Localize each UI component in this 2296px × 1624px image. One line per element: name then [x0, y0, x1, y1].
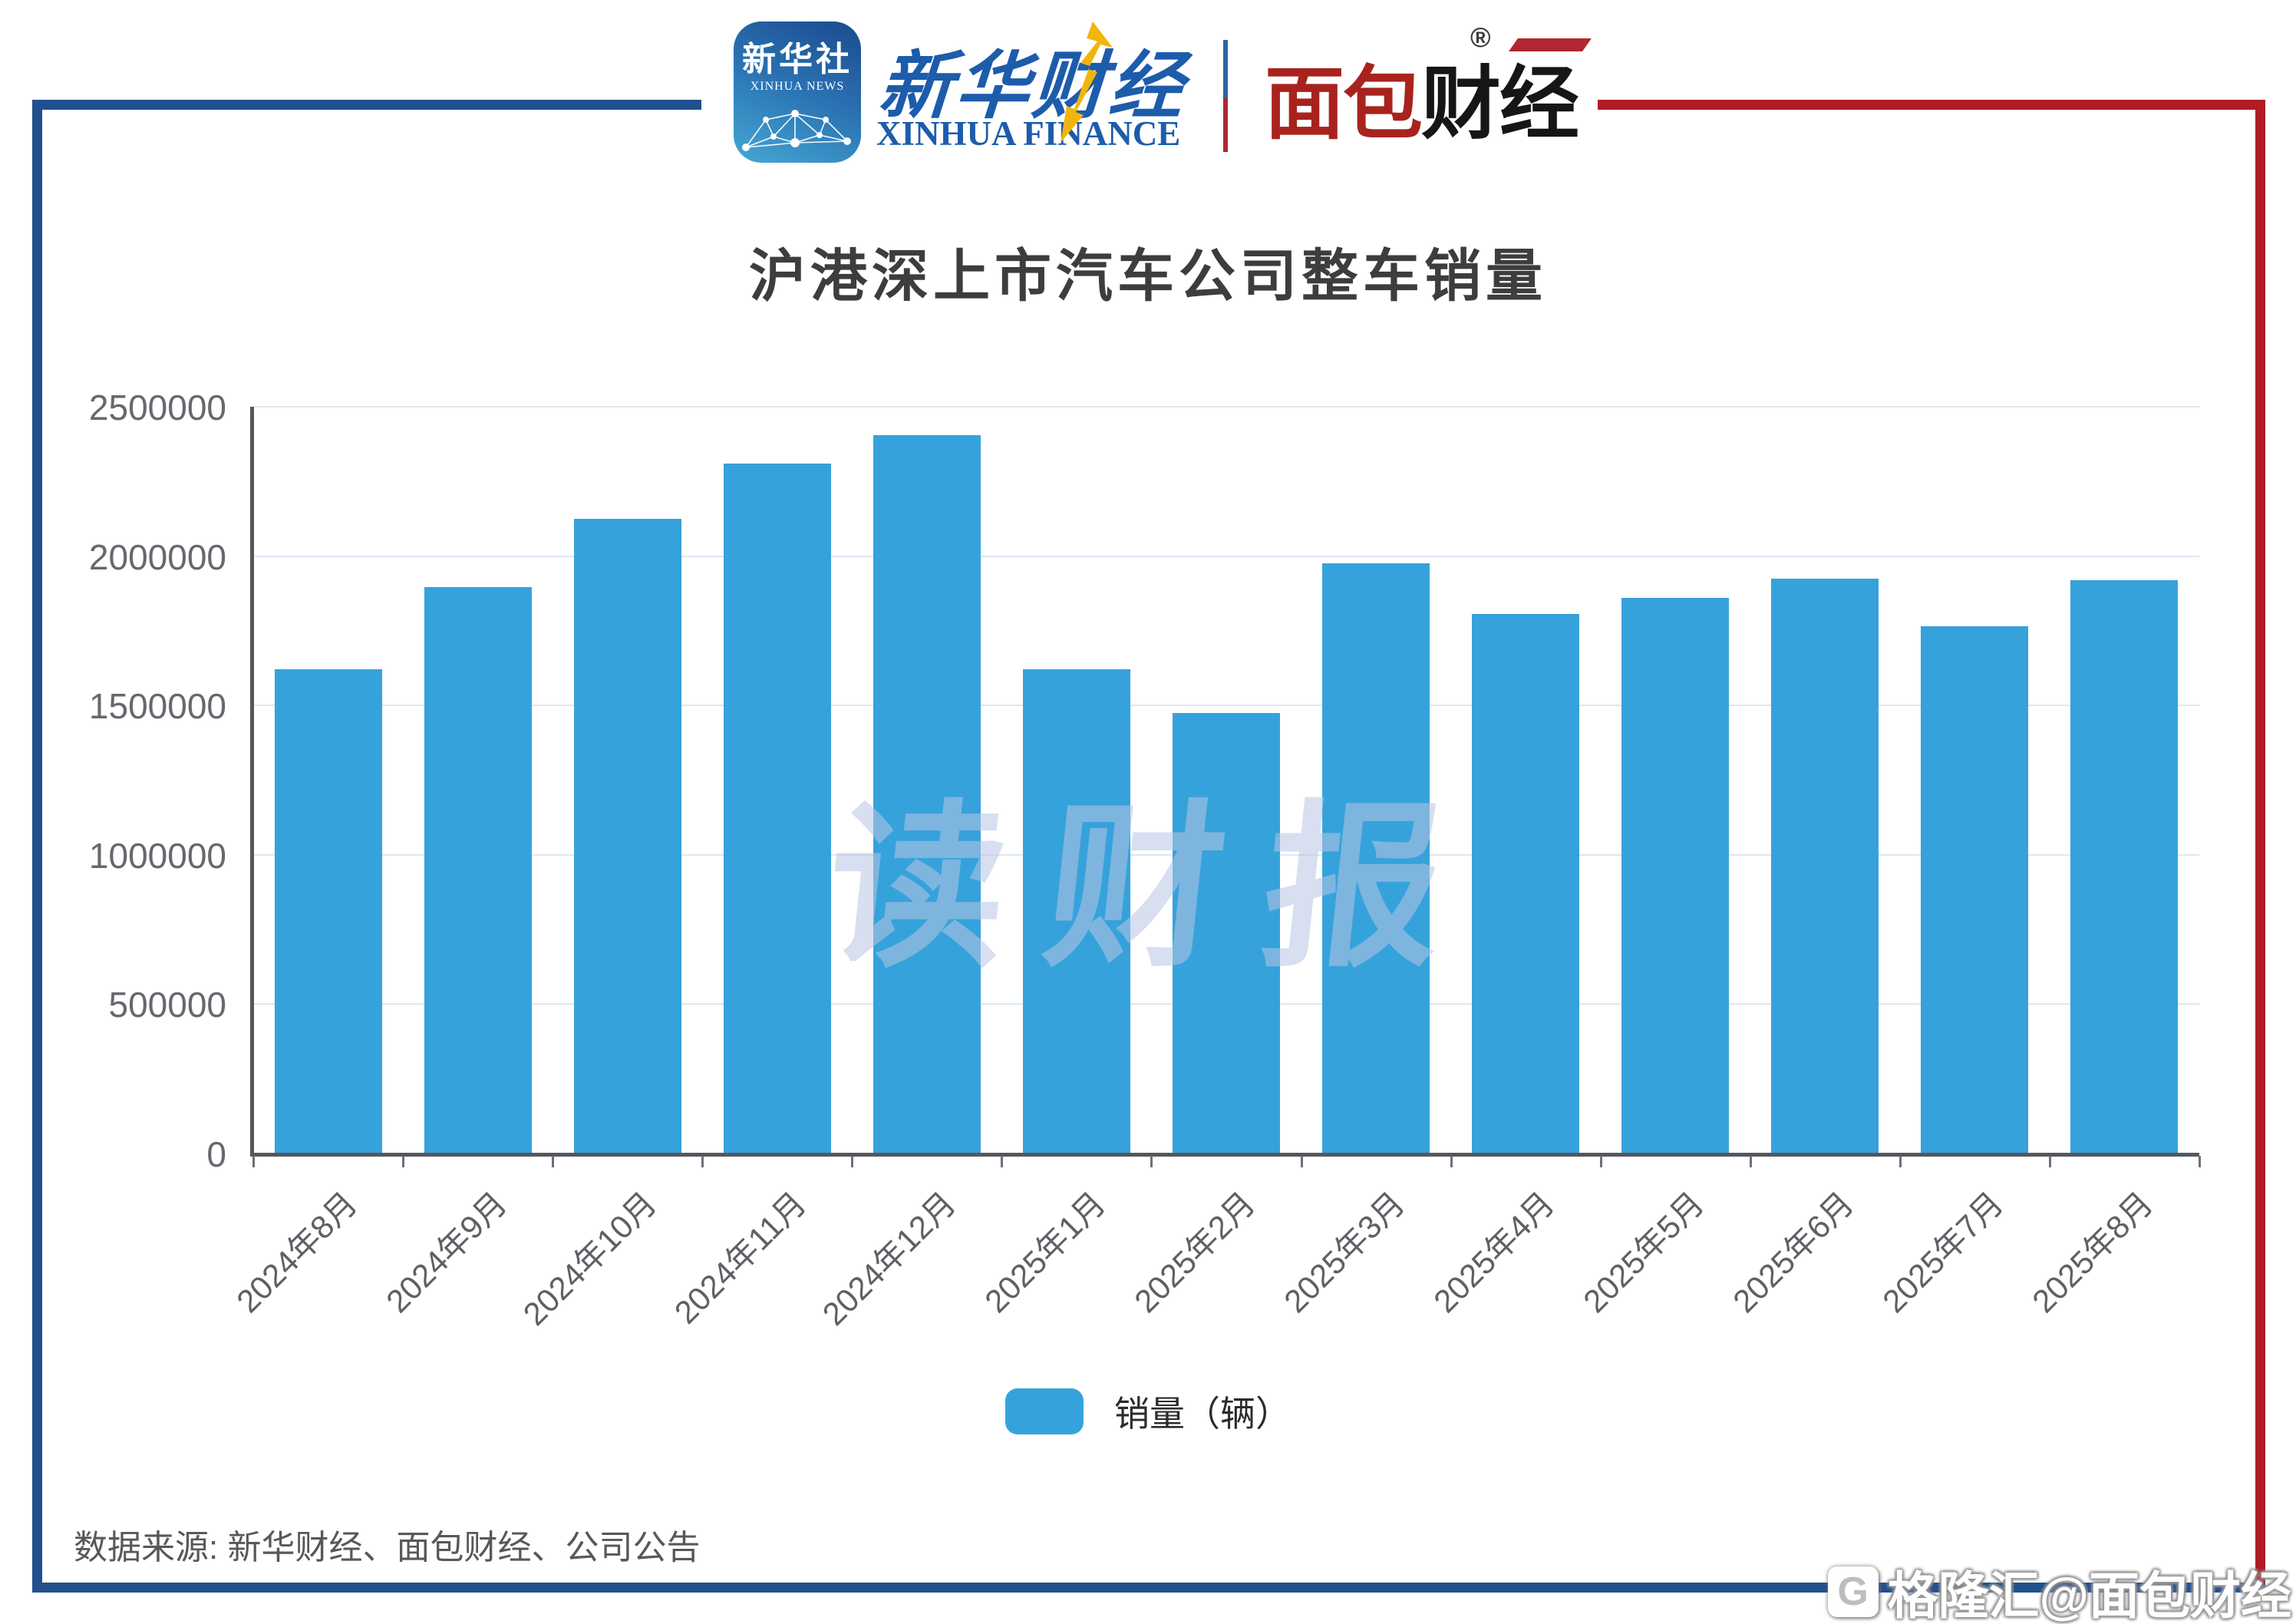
bar-2025年3月 [1322, 563, 1430, 1154]
registered-trademark-icon: ® [1470, 21, 1491, 53]
x-axis-tick [1749, 1156, 1752, 1167]
data-source-note: 数据来源: 新华财经、面包财经、公司公告 [74, 1529, 701, 1566]
legend-color-swatch [1005, 1388, 1084, 1434]
frame-right-line [2255, 100, 2265, 1587]
xinhua-news-app-icon: 新华社 XINHUA NEWS [734, 21, 861, 163]
y-axis-label: 1500000 [88, 686, 226, 727]
bar-2025年1月 [1022, 669, 1130, 1154]
bar-2025年4月 [1472, 614, 1580, 1154]
y-axis-line [250, 407, 254, 1154]
x-axis-tick [252, 1156, 255, 1167]
bar-2025年5月 [1621, 598, 1730, 1154]
bar-2024年11月 [723, 463, 831, 1154]
x-axis-tick [2048, 1156, 2051, 1167]
mianbao-logo-red-part: 面包 [1265, 60, 1423, 149]
gold-arrow-bolt-icon [1061, 21, 1113, 143]
gridline-2000000 [253, 555, 2199, 557]
y-axis-label: 500000 [108, 985, 227, 1025]
mianbao-logo-black-part: 财经 [1421, 60, 1579, 149]
bar-2025年6月 [1771, 578, 1879, 1154]
logo-divider-line [1223, 40, 1228, 152]
x-axis-tick [1599, 1156, 1602, 1167]
y-axis-label: 0 [206, 1134, 226, 1174]
bar-2025年8月 [2070, 579, 2179, 1154]
chart-title: 沪港深上市汽车公司整车销量 [749, 244, 1547, 308]
network-constellation-icon [742, 110, 851, 151]
y-axis-label: 2000000 [88, 536, 226, 577]
corner-watermark-text: 格隆汇@面包财经 [1887, 1567, 2291, 1624]
gelonghui-g-logo-icon: G [1827, 1566, 1879, 1617]
bar-2025年2月 [1173, 712, 1280, 1154]
gridline-1500000 [253, 705, 2199, 707]
corner-watermark: G 格隆汇@面包财经 [1827, 1555, 2291, 1624]
frame-top-left-line [32, 100, 701, 110]
frame-top-right-line [1598, 100, 2265, 110]
legend-series-label: 销量（辆） [1114, 1394, 1291, 1434]
mianbao-finance-logo: 面包财经 [1265, 38, 1579, 154]
x-axis-tick [1300, 1156, 1303, 1167]
center-watermark-text: 读财报 [818, 789, 1493, 988]
x-axis-tick [851, 1156, 854, 1167]
frame-left-line [32, 100, 42, 1593]
frame-bottom-line [32, 1583, 2265, 1593]
bar-2024年9月 [424, 587, 532, 1154]
y-axis-label: 1000000 [88, 835, 226, 876]
x-axis-tick [1450, 1156, 1453, 1167]
bar-2025年7月 [1921, 626, 2029, 1154]
x-axis-tick [2199, 1156, 2201, 1167]
gridline-2500000 [253, 406, 2199, 408]
xinhua-news-icon-en-label: XINHUA NEWS [750, 80, 845, 94]
bar-2024年12月 [873, 434, 981, 1154]
bar-2024年8月 [274, 669, 382, 1154]
y-axis-label: 2500000 [88, 388, 226, 427]
x-axis-tick [402, 1156, 405, 1167]
x-axis-tick [1150, 1156, 1153, 1167]
bar-2024年10月 [573, 518, 681, 1154]
x-axis-tick [1898, 1156, 1902, 1167]
x-axis-tick [701, 1156, 704, 1167]
x-axis-tick [552, 1156, 555, 1167]
xinhua-finance-logo-en: XINHUA FINANCE [876, 114, 1181, 153]
xinhua-news-icon-cn-label: 新华社 [742, 41, 853, 78]
x-axis-line [250, 1153, 2199, 1157]
chart-legend: 销量（辆） [0, 1386, 2296, 1437]
x-axis-tick [1001, 1156, 1004, 1167]
